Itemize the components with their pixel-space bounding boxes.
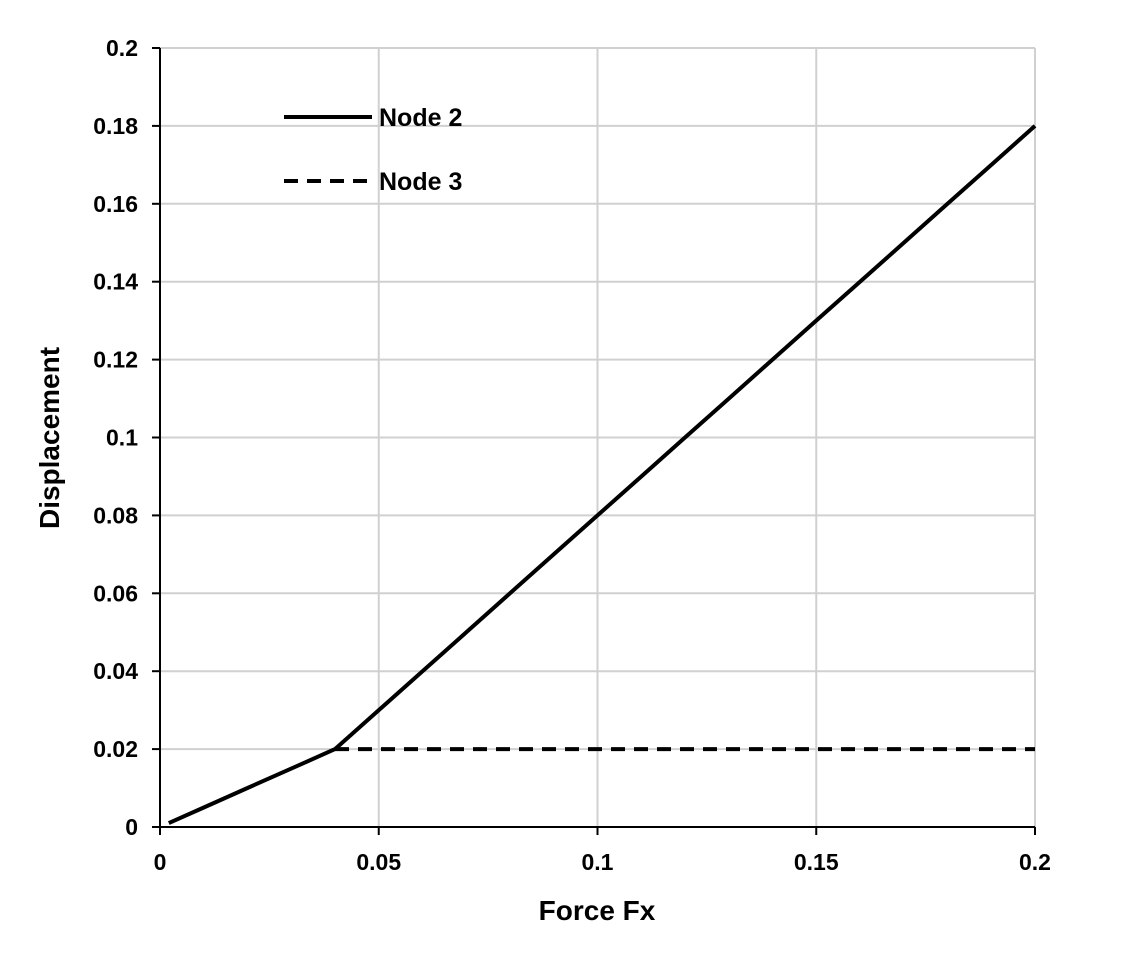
y-tick-label: 0.16 <box>93 191 138 217</box>
series-line-node-2 <box>167 124 1037 825</box>
x-tick-label: 0.05 <box>356 849 401 875</box>
x-tick-label: 0 <box>154 849 167 875</box>
legend-label-node-3: Node 3 <box>379 168 462 196</box>
y-tick-label: 0 <box>125 814 138 840</box>
y-tick-label: 0.02 <box>93 736 138 762</box>
y-tick-label: 0.04 <box>93 658 138 684</box>
tick-labels: 0 0.05 0.1 0.15 0.2 0 0.02 0.04 0.06 0.08 0.1 0.12 0… <box>93 35 1051 875</box>
y-tick-label: 0.12 <box>93 347 138 373</box>
y-tick-label: 0.06 <box>93 580 138 606</box>
y-tick-label: 0.18 <box>93 113 138 139</box>
y-tick-label: 0.08 <box>93 502 138 528</box>
series-layer <box>167 124 1037 825</box>
x-axis-title: Force Fx <box>539 895 656 926</box>
y-tick-label: 0.14 <box>93 269 138 295</box>
y-tick-label: 0.2 <box>106 35 138 61</box>
x-tick-label: 0.15 <box>794 849 839 875</box>
legend: Node 2 Node 3 <box>284 104 462 196</box>
y-tick-label: 0.1 <box>106 425 138 451</box>
y-axis-title: Displacement <box>34 347 65 529</box>
grid <box>159 47 1036 828</box>
x-tick-label: 0.2 <box>1019 849 1051 875</box>
x-tick-label: 0.1 <box>582 849 614 875</box>
axes <box>152 47 1036 835</box>
legend-label-node-2: Node 2 <box>379 104 462 132</box>
